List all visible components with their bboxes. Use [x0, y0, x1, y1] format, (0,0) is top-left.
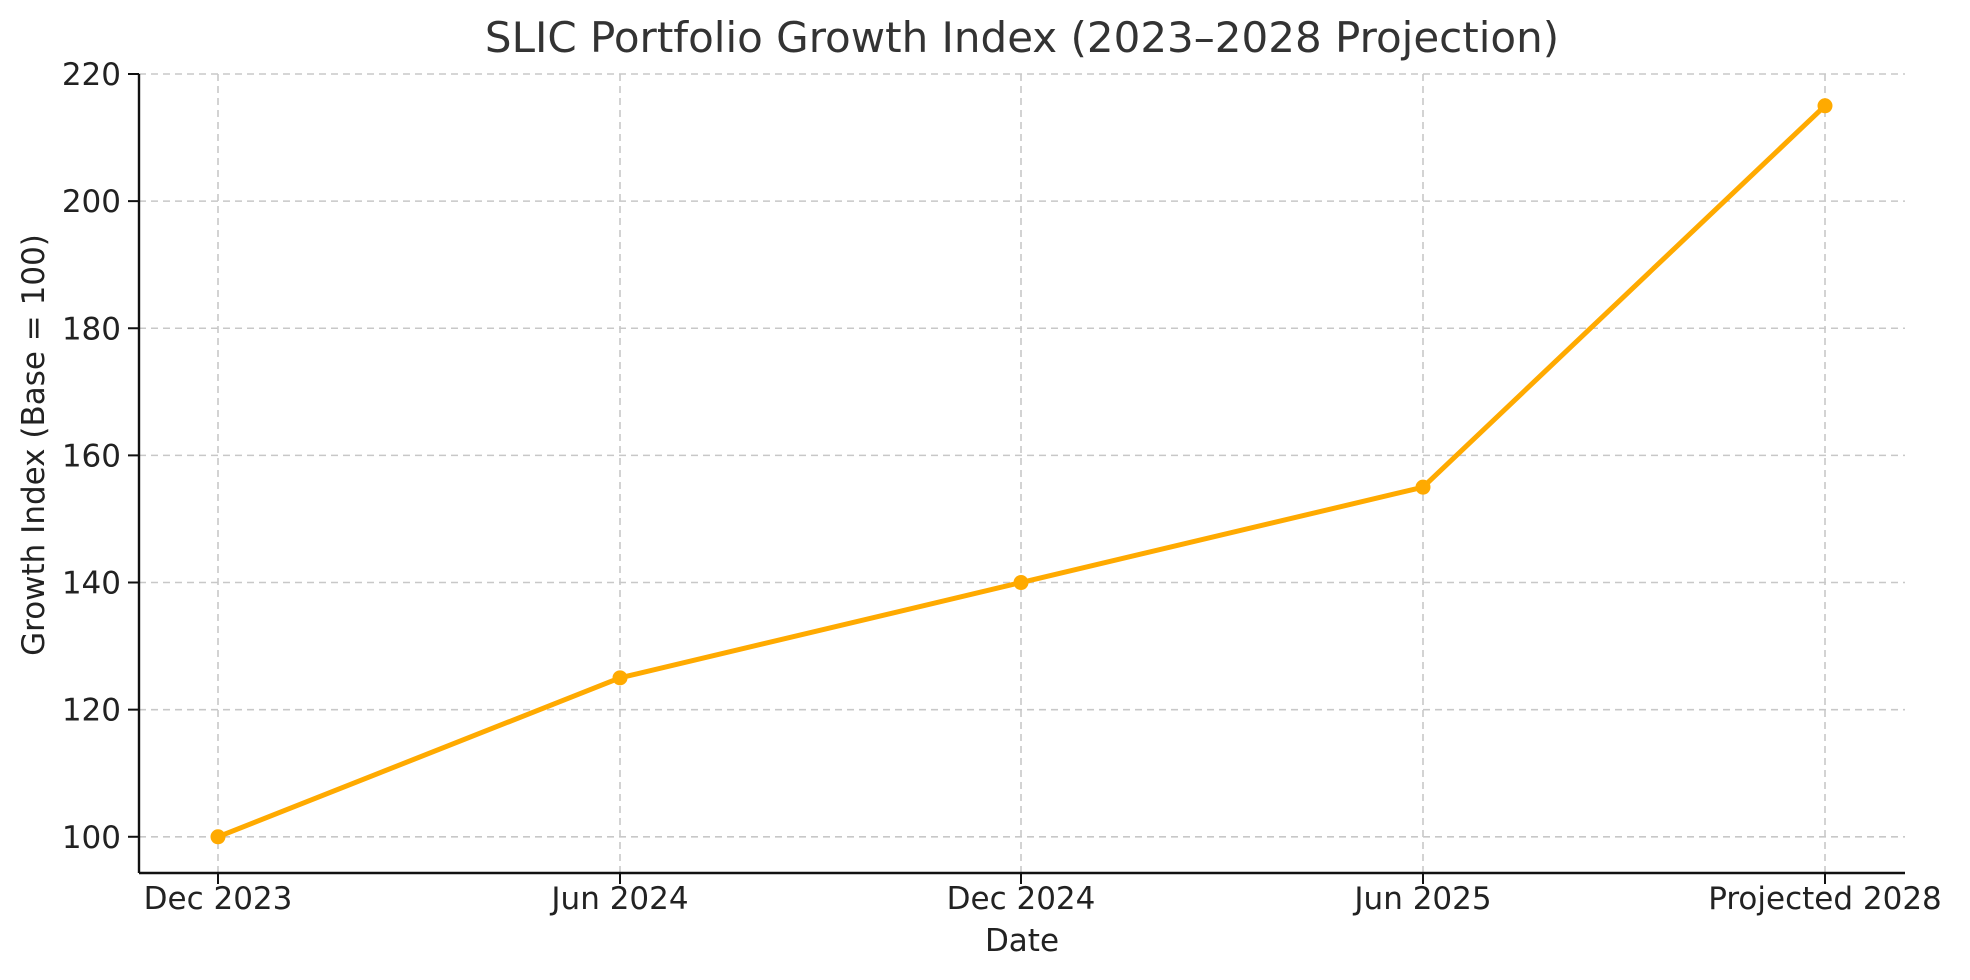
y-tick-label: 160	[62, 438, 121, 474]
data-point	[1013, 575, 1029, 591]
series-layer	[210, 98, 1833, 845]
x-tick-label: Dec 2024	[947, 881, 1096, 917]
data-point	[1817, 98, 1833, 114]
axis-ticks: Dec 2023 Jun 2024 Dec 2024 Jun 2025 Projecte…	[62, 57, 1942, 917]
y-tick-label: 120	[62, 693, 121, 729]
data-point	[612, 670, 628, 686]
x-axis-label: Date	[985, 923, 1059, 959]
y-tick-label: 180	[62, 311, 121, 347]
y-tick-label: 200	[62, 184, 121, 220]
chart-title: SLIC Portfolio Growth Index (2023–2028 P…	[485, 13, 1559, 62]
x-tick-label: Jun 2024	[549, 881, 688, 917]
data-point	[1415, 479, 1431, 495]
y-axis-label: Growth Index (Base = 100)	[16, 234, 52, 656]
x-tick-label: Dec 2023	[144, 881, 293, 917]
grid	[139, 73, 1905, 873]
data-point	[210, 829, 226, 845]
x-tick-label: Jun 2025	[1352, 881, 1491, 917]
y-tick-label: 100	[62, 820, 121, 856]
x-tick-label: Projected 2028	[1708, 881, 1942, 917]
y-tick-label: 140	[62, 566, 121, 602]
y-tick-label: 220	[62, 57, 121, 93]
